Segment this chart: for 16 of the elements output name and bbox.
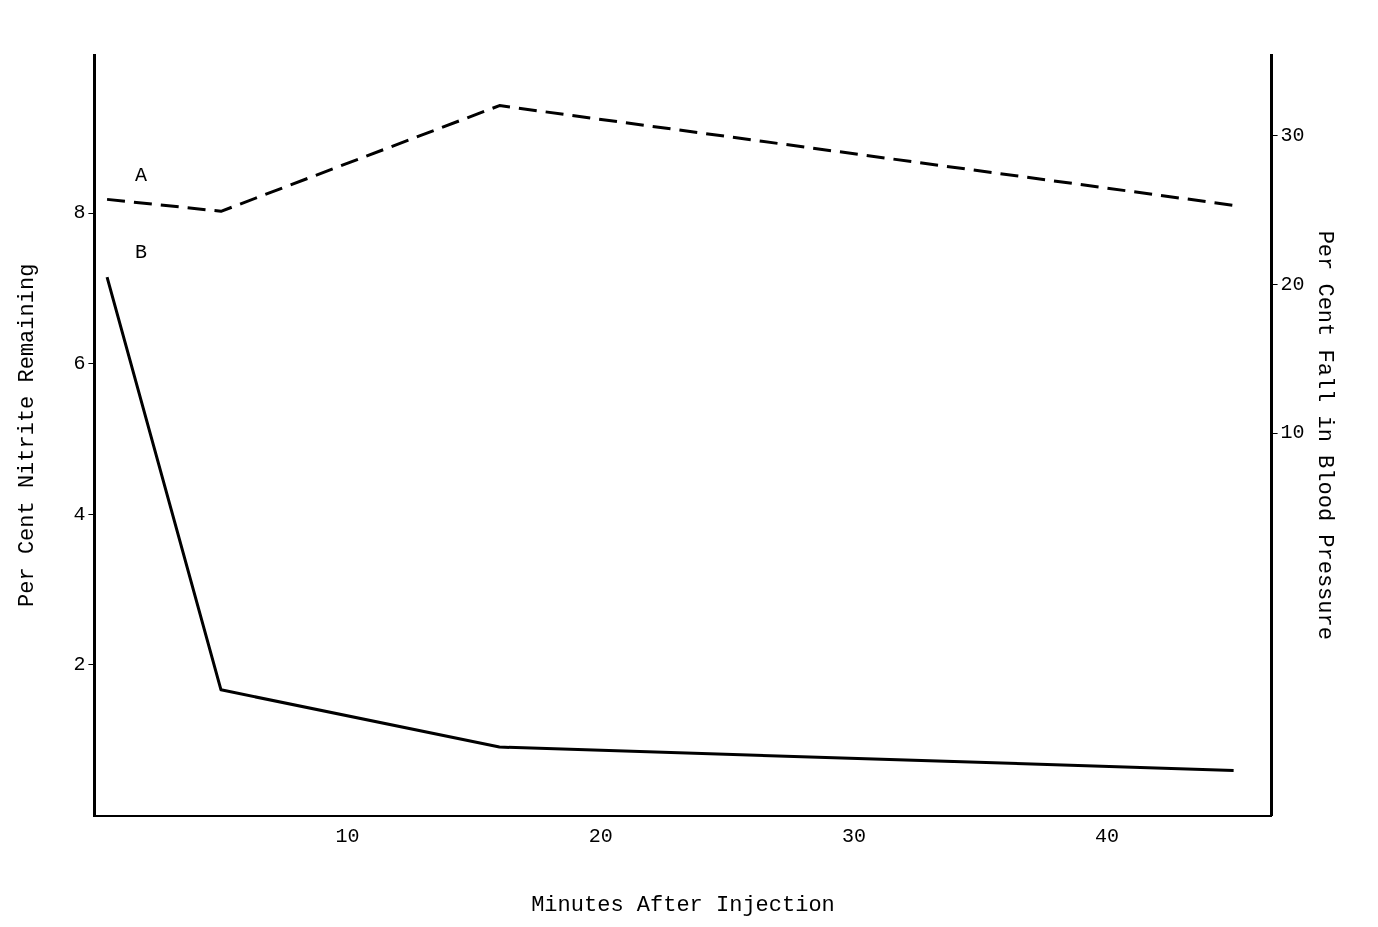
series-label: A <box>135 163 148 187</box>
y-tick-label: 2 <box>73 653 86 677</box>
x-tick-label: 10 <box>335 824 360 848</box>
y-tick-label: 4 <box>73 502 86 526</box>
y-axis-title: Per Cent Nitrite Remaining <box>15 263 41 607</box>
y2-tick-label: 20 <box>1280 272 1305 296</box>
y2-tick-label: 30 <box>1280 123 1305 147</box>
y-tick-label: 6 <box>73 352 86 376</box>
x-axis-title: Minutes After Injection <box>531 892 835 918</box>
y-tick-label: 8 <box>73 201 86 225</box>
x-tick-label: 20 <box>588 824 613 848</box>
x-tick-label: 30 <box>841 824 866 848</box>
y2-axis-title: Per Cent Fall in Blood Pressure <box>1311 230 1337 640</box>
series-label: B <box>135 241 148 265</box>
y2-tick-label: 10 <box>1280 421 1305 445</box>
x-tick-label: 40 <box>1095 824 1120 848</box>
